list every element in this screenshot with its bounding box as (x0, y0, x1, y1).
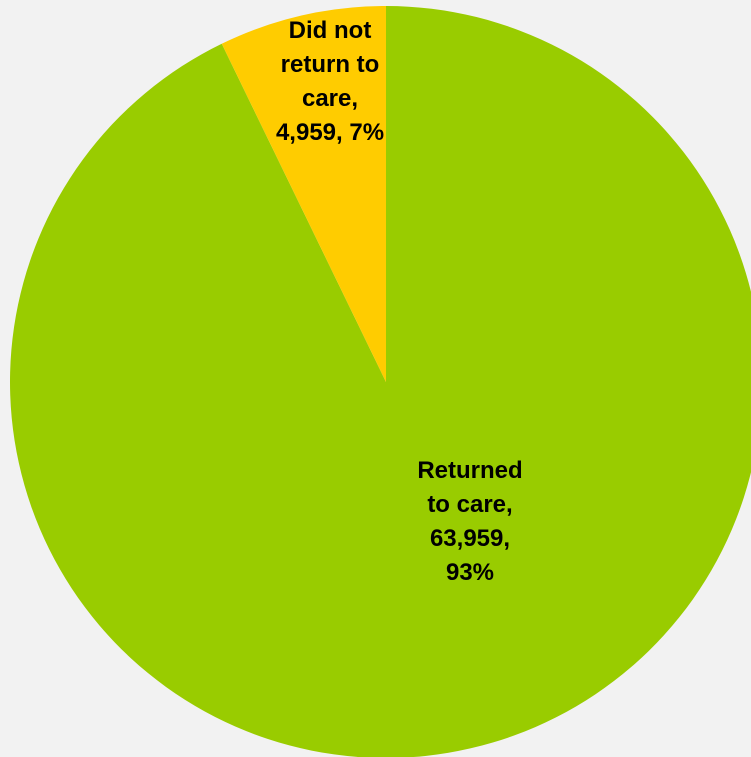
pie-label-line: 93% (446, 559, 494, 586)
pie-label-line: Returned (417, 457, 522, 484)
pie-slice-returned-to-care (10, 6, 751, 757)
pie-label-line: care, (302, 85, 358, 112)
pie-label-line: Did not (289, 17, 372, 44)
pie-label-did-not-return-to-care: Did not return to care, 4,959, 7% (276, 17, 384, 146)
pie-labels: Returned to care, 63,959, 93% Did not return … (276, 17, 523, 586)
pie-slice-did-not-return-to-care (221, 6, 386, 382)
pie-label-line: 4,959, 7% (276, 119, 384, 146)
pie-label-line: to care, (427, 491, 512, 518)
pie-label-line: return to (281, 51, 380, 78)
pie-slices (10, 6, 751, 757)
pie-label-line: 63,959, (430, 525, 510, 552)
pie-label-returned-to-care: Returned to care, 63,959, 93% (417, 457, 522, 586)
